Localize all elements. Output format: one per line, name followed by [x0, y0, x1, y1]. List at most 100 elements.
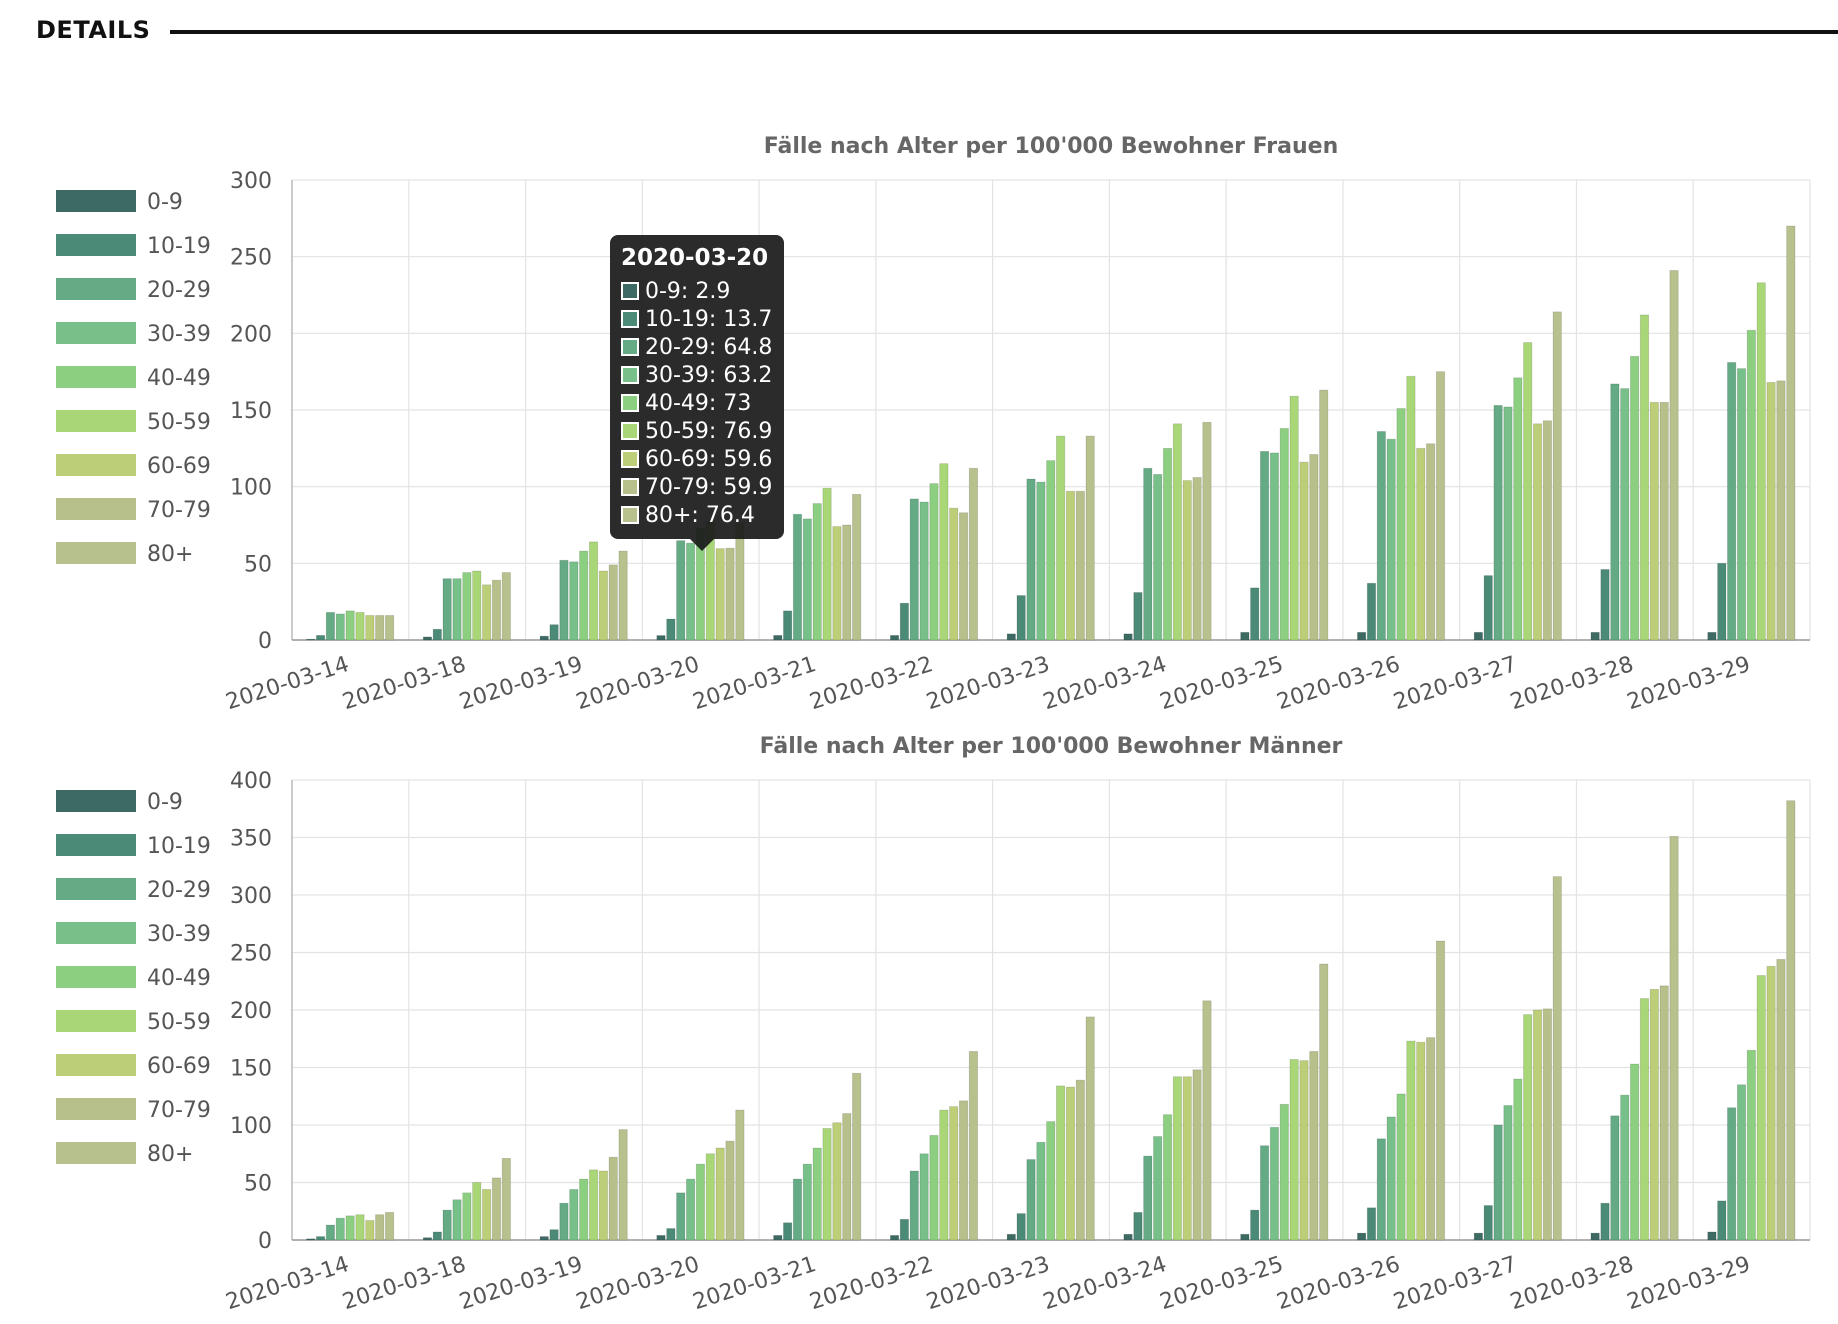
legend-swatch[interactable]: [56, 790, 136, 812]
bar-50-59[interactable]: [1523, 1014, 1533, 1241]
bar-10-19[interactable]: [1366, 1207, 1377, 1241]
bar-80plus[interactable]: [968, 467, 979, 641]
bar-60-69[interactable]: [1182, 480, 1192, 641]
bar-40-49[interactable]: [579, 550, 589, 641]
legend-swatch[interactable]: [56, 542, 136, 564]
bar-50-59[interactable]: [705, 1153, 715, 1241]
bar-50-59[interactable]: [1289, 1059, 1299, 1241]
bar-20-29[interactable]: [1026, 1159, 1036, 1241]
bar-50-59[interactable]: [1172, 423, 1182, 641]
bar-30-39[interactable]: [569, 1188, 579, 1241]
legend-swatch[interactable]: [56, 190, 136, 212]
bar-30-39[interactable]: [1153, 1136, 1163, 1241]
bar-0-9[interactable]: [1590, 631, 1600, 641]
bar-20-29[interactable]: [442, 578, 452, 641]
bar-40-49[interactable]: [1396, 408, 1406, 641]
bar-0-9[interactable]: [1123, 633, 1133, 641]
bar-10-19[interactable]: [1250, 1209, 1260, 1241]
bar-40-49[interactable]: [1513, 1078, 1523, 1241]
bar-50-59[interactable]: [1406, 1040, 1416, 1241]
legend-label[interactable]: 80+: [147, 1142, 193, 1167]
bar-70-79[interactable]: [1075, 490, 1085, 641]
bar-20-29[interactable]: [325, 1224, 335, 1241]
bar-0-9[interactable]: [1006, 633, 1016, 641]
bar-80plus[interactable]: [735, 522, 745, 641]
bar-50-59[interactable]: [472, 1182, 482, 1241]
bar-10-19[interactable]: [1717, 1200, 1727, 1241]
bar-0-9[interactable]: [422, 636, 433, 641]
bar-0-9[interactable]: [539, 1236, 549, 1241]
bar-40-49[interactable]: [1746, 329, 1756, 641]
bar-40-49[interactable]: [1162, 447, 1173, 641]
legend-label[interactable]: 70-79: [147, 498, 211, 523]
bar-40-49[interactable]: [579, 1178, 589, 1241]
bar-40-49[interactable]: [1746, 1049, 1756, 1241]
bar-20-29[interactable]: [1259, 1145, 1270, 1241]
legend-swatch[interactable]: [56, 878, 136, 900]
legend-swatch[interactable]: [56, 1098, 136, 1120]
legend-label[interactable]: 10-19: [147, 834, 211, 859]
bar-20-29[interactable]: [676, 540, 686, 641]
bar-60-69[interactable]: [832, 526, 842, 641]
legend-swatch[interactable]: [56, 1010, 136, 1032]
bar-10-19[interactable]: [1250, 587, 1260, 641]
bar-50-59[interactable]: [588, 1169, 599, 1241]
bar-10-19[interactable]: [1600, 569, 1610, 641]
bar-40-49[interactable]: [345, 610, 355, 641]
bar-20-29[interactable]: [909, 498, 919, 641]
bar-20-29[interactable]: [1143, 1155, 1153, 1241]
bar-30-39[interactable]: [1620, 1094, 1630, 1241]
bar-20-29[interactable]: [1610, 383, 1620, 641]
bar-10-19[interactable]: [1366, 582, 1377, 641]
bar-50-59[interactable]: [1639, 314, 1650, 641]
bar-0-9[interactable]: [422, 1237, 433, 1241]
bar-60-69[interactable]: [482, 584, 492, 641]
bar-60-69[interactable]: [1649, 401, 1659, 641]
bar-70-79[interactable]: [1776, 380, 1786, 641]
bar-20-29[interactable]: [1610, 1115, 1620, 1241]
bar-0-9[interactable]: [1590, 1232, 1600, 1241]
bar-10-19[interactable]: [666, 1228, 676, 1241]
bar-60-69[interactable]: [832, 1122, 842, 1241]
bar-50-59[interactable]: [1756, 282, 1766, 641]
bar-10-19[interactable]: [783, 1222, 793, 1241]
bar-0-9[interactable]: [889, 635, 900, 641]
bar-60-69[interactable]: [1065, 1086, 1076, 1241]
legend-swatch[interactable]: [56, 1142, 136, 1164]
bar-50-59[interactable]: [1406, 375, 1416, 641]
bar-70-79[interactable]: [491, 579, 502, 641]
bar-70-79[interactable]: [842, 1113, 852, 1241]
bar-50-59[interactable]: [1289, 395, 1299, 641]
bar-40-49[interactable]: [1279, 427, 1289, 641]
bar-40-49[interactable]: [929, 483, 939, 641]
bar-40-49[interactable]: [812, 1147, 822, 1241]
bar-0-9[interactable]: [773, 1235, 783, 1241]
bar-40-49[interactable]: [929, 1134, 939, 1241]
bar-40-49[interactable]: [1279, 1103, 1289, 1241]
bar-80plus[interactable]: [735, 1109, 745, 1241]
bar-50-59[interactable]: [355, 611, 365, 641]
bar-70-79[interactable]: [1309, 454, 1319, 641]
bar-0-9[interactable]: [1240, 1233, 1250, 1241]
bar-70-79[interactable]: [1659, 401, 1669, 641]
bar-10-19[interactable]: [1600, 1202, 1610, 1241]
bar-20-29[interactable]: [1376, 1138, 1386, 1241]
legend-swatch[interactable]: [56, 454, 136, 476]
bar-20-29[interactable]: [1493, 404, 1503, 641]
bar-60-69[interactable]: [1299, 1060, 1309, 1241]
bar-40-49[interactable]: [345, 1215, 355, 1241]
bar-10-19[interactable]: [315, 635, 326, 641]
bar-20-29[interactable]: [1493, 1124, 1503, 1241]
bar-60-69[interactable]: [949, 1106, 959, 1241]
bar-30-39[interactable]: [1736, 1084, 1747, 1241]
bar-40-49[interactable]: [462, 1192, 472, 1241]
bar-70-79[interactable]: [375, 615, 385, 641]
bar-30-39[interactable]: [919, 1153, 929, 1241]
bar-0-9[interactable]: [1357, 1232, 1367, 1241]
bar-80plus[interactable]: [1435, 371, 1446, 641]
bar-50-59[interactable]: [472, 570, 482, 641]
legend-swatch[interactable]: [56, 322, 136, 344]
bar-0-9[interactable]: [1473, 1232, 1483, 1241]
legend-swatch[interactable]: [56, 922, 136, 944]
bar-20-29[interactable]: [1727, 1107, 1737, 1241]
